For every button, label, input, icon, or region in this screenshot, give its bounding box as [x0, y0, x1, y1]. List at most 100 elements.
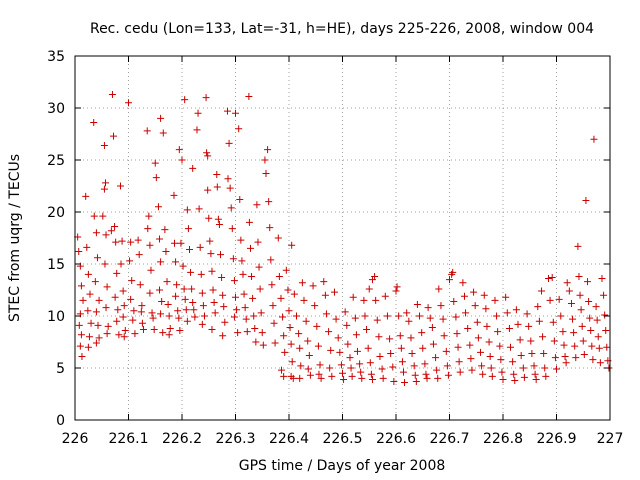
data-point [590, 135, 598, 143]
data-point [572, 354, 580, 362]
data-point [203, 149, 211, 157]
data-point [565, 287, 573, 295]
data-point [392, 287, 400, 295]
data-point [213, 183, 221, 191]
data-point [456, 368, 464, 376]
data-point [268, 281, 276, 289]
data-point [157, 310, 165, 318]
data-point [289, 374, 297, 382]
data-point [287, 340, 295, 348]
data-point [389, 363, 397, 371]
data-point [387, 349, 395, 357]
data-point [512, 306, 520, 314]
y-tick-label: 10 [47, 309, 65, 325]
data-point [399, 368, 407, 376]
data-point [296, 374, 304, 382]
data-point [313, 322, 321, 330]
data-point [482, 305, 490, 313]
data-point [84, 270, 92, 278]
data-point [588, 342, 596, 350]
data-point [126, 257, 134, 265]
data-point [87, 319, 95, 327]
data-point [156, 286, 164, 294]
data-point [577, 306, 585, 314]
y-tick-label: 15 [47, 257, 65, 273]
data-point [418, 329, 426, 337]
data-point [563, 279, 571, 287]
y-tick-label: 5 [56, 361, 65, 377]
data-point [208, 267, 216, 275]
data-point [589, 356, 597, 364]
data-point [232, 293, 239, 301]
data-point [107, 227, 115, 235]
data-point [288, 241, 296, 249]
data-point [95, 334, 103, 342]
data-point [358, 374, 366, 382]
x-axis-title: GPS time / Days of year 2008 [239, 458, 446, 474]
data-point [550, 337, 558, 345]
data-point [480, 291, 488, 299]
data-point [383, 312, 391, 320]
data-points [74, 90, 613, 387]
data-point [432, 354, 440, 362]
data-point [603, 343, 611, 351]
data-point [135, 251, 143, 259]
data-point [527, 337, 535, 345]
data-point [302, 317, 310, 325]
data-point [579, 337, 587, 345]
data-point [120, 302, 128, 310]
data-point [347, 364, 355, 372]
x-tick-label: 226.7 [429, 431, 469, 447]
data-point [403, 309, 411, 317]
data-point [137, 308, 145, 316]
data-point [281, 348, 289, 356]
data-point [204, 152, 212, 160]
data-point [295, 330, 303, 338]
data-point [182, 306, 190, 314]
data-point [498, 368, 506, 376]
y-axis-title: STEC from uqrg / TECUs [7, 154, 23, 322]
data-point [210, 298, 218, 306]
data-point [437, 302, 445, 310]
data-point [595, 344, 603, 352]
data-point [84, 343, 92, 351]
data-point [232, 109, 239, 117]
data-point [257, 309, 265, 317]
axis-ticks [74, 55, 611, 421]
data-point [378, 365, 386, 373]
data-point [144, 225, 152, 233]
data-point [258, 329, 266, 337]
data-point [280, 332, 288, 340]
data-point [352, 331, 360, 339]
data-point [173, 281, 181, 289]
data-point [593, 316, 601, 324]
data-point [251, 324, 259, 332]
data-point [551, 354, 559, 362]
data-point [483, 322, 491, 330]
data-point [197, 270, 205, 278]
data-point [143, 127, 151, 135]
data-point [229, 255, 237, 263]
data-point [156, 235, 164, 243]
data-point [185, 245, 193, 253]
data-point [118, 237, 126, 245]
data-point [368, 375, 376, 383]
data-point [101, 260, 109, 268]
data-point [407, 334, 415, 342]
data-point [234, 329, 242, 337]
data-point [544, 275, 552, 283]
data-point [190, 306, 198, 314]
data-point [130, 307, 138, 315]
data-point [230, 313, 238, 321]
x-tick-label: 226.1 [108, 431, 148, 447]
data-point [535, 317, 543, 325]
y-tick-label: 20 [47, 205, 65, 221]
data-point [225, 139, 233, 147]
data-point [405, 317, 413, 325]
data-point [152, 174, 160, 182]
data-point [119, 313, 127, 321]
data-point [100, 185, 108, 193]
data-point [174, 307, 182, 315]
data-point [364, 344, 372, 352]
data-point [264, 146, 272, 154]
